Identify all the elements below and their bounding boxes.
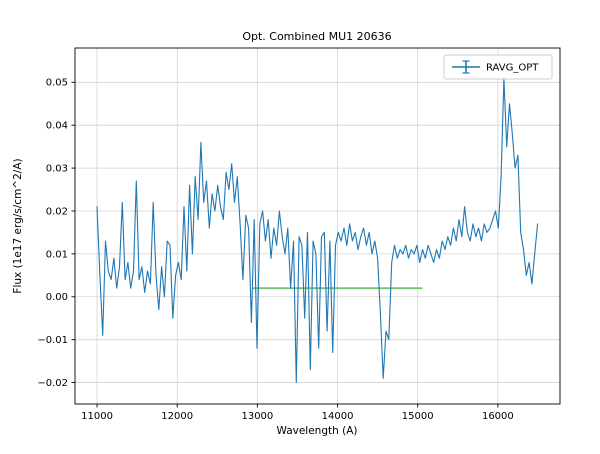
legend: RAVG_OPT	[443, 54, 553, 80]
y-tick-label: 0.05	[46, 78, 68, 89]
legend-box	[443, 54, 553, 80]
y-axis-label: Flux (1e17 erg/s/cm^2/A)	[12, 158, 24, 293]
chart-title: Opt. Combined MU1 20636	[242, 30, 391, 43]
y-tick-label: 0.00	[46, 292, 68, 303]
x-tick-label: 12000	[161, 411, 193, 422]
x-axis-label: Wavelength (A)	[276, 425, 357, 437]
y-tick-label: 0.04	[46, 121, 68, 132]
x-tick-label: 14000	[322, 411, 354, 422]
x-tick-label: 11000	[81, 411, 113, 422]
y-tick-label: 0.03	[46, 163, 68, 174]
x-tick-label: 16000	[482, 411, 514, 422]
y-tick-label: −0.01	[37, 335, 68, 346]
legend-label: RAVG_OPT	[486, 63, 539, 74]
x-tick-label: 13000	[241, 411, 273, 422]
x-tick-label: 15000	[402, 411, 434, 422]
ticks-layer: 11000 12000 13000 14000 15000 16000 −0.02 −0.01…	[37, 78, 513, 422]
grid-layer	[75, 48, 560, 404]
axes-frame	[74, 47, 561, 405]
series-layer	[96, 77, 539, 384]
y-tick-label: −0.02	[37, 378, 68, 389]
spectrum-line	[96, 77, 539, 384]
y-tick-label: 0.02	[46, 206, 68, 217]
y-tick-label: 0.01	[46, 249, 68, 260]
